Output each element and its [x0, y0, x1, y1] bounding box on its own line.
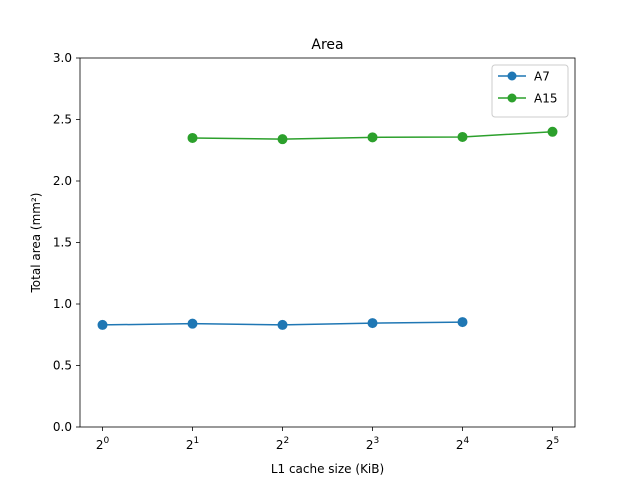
- legend-marker-a15: [507, 93, 517, 103]
- x-tick-label: 24: [456, 436, 470, 452]
- data-point-a15: [187, 132, 198, 143]
- x-tick-label: 20: [96, 436, 110, 452]
- y-tick-label: 0.0: [53, 420, 72, 434]
- data-point-a15: [367, 132, 378, 143]
- data-point-a15: [547, 126, 558, 137]
- x-tick-label: 23: [366, 436, 379, 452]
- data-point-a15: [457, 131, 468, 142]
- legend-label-a15: A15: [534, 92, 557, 106]
- data-point-a7: [367, 318, 378, 329]
- y-tick-label: 3.0: [53, 51, 72, 65]
- data-point-a7: [457, 317, 468, 328]
- data-point-a7: [187, 318, 198, 329]
- y-tick-label: 1.5: [53, 236, 72, 250]
- y-axis-label: Total area (mm²): [29, 193, 43, 294]
- data-point-a7: [97, 319, 108, 330]
- y-tick-label: 1.0: [53, 297, 72, 311]
- legend: A7 A15: [491, 64, 569, 118]
- legend-marker-a7: [507, 71, 517, 81]
- y-axis-ticks: 0.0 0.5 1.0 1.5 2.0 2.5 3.0: [53, 51, 80, 434]
- x-axis-label: L1 cache size (KiB): [271, 462, 384, 476]
- series-layer: [97, 126, 558, 330]
- data-point-a7: [277, 319, 288, 330]
- chart-title: Area: [311, 37, 343, 53]
- data-point-a15: [277, 134, 288, 145]
- x-tick-label: 21: [186, 436, 199, 452]
- x-tick-label: 22: [276, 436, 289, 452]
- x-tick-label: 25: [546, 436, 559, 452]
- x-axis-ticks: 20 21 22 23 24 25: [96, 427, 559, 452]
- legend-label-a7: A7: [534, 70, 550, 84]
- y-tick-label: 2.5: [53, 113, 72, 127]
- y-tick-label: 0.5: [53, 359, 72, 373]
- y-tick-label: 2.0: [53, 174, 72, 188]
